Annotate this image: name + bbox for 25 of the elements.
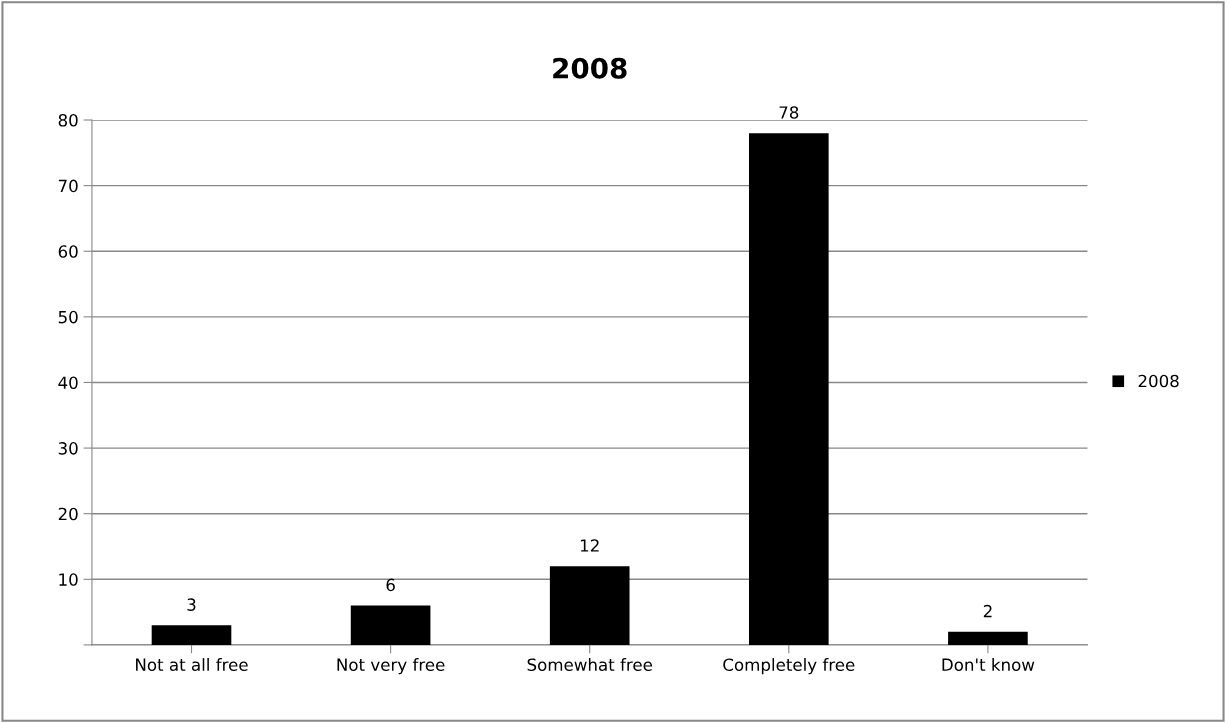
- data-label: 78: [779, 106, 799, 119]
- x-tick-label: Completely free: [723, 658, 855, 675]
- bar: [350, 605, 431, 645]
- bar: [151, 625, 232, 645]
- y-tick-label: 70: [58, 179, 78, 193]
- x-tick-label: Don't know: [942, 658, 1035, 672]
- data-label: 3: [187, 598, 196, 611]
- y-tick-label: 50: [58, 310, 78, 324]
- data-label: 12: [580, 539, 599, 552]
- y-tick-label: 10: [59, 573, 78, 586]
- y-tick-label: 20: [58, 507, 78, 521]
- x-tick-label: Not very free: [337, 658, 445, 675]
- y-tick-label: 60: [58, 245, 78, 258]
- y-tick-label: 40: [58, 376, 78, 390]
- bar: [549, 566, 630, 645]
- x-tick-label: Not at all free: [136, 658, 248, 672]
- data-label: 2: [983, 604, 992, 618]
- legend-label: 2008: [1138, 374, 1179, 388]
- data-label: 6: [386, 578, 395, 592]
- bar: [748, 133, 829, 645]
- y-tick-label: 30: [58, 442, 78, 455]
- chart-title: 2008: [553, 57, 627, 79]
- bar: [948, 631, 1028, 645]
- y-tick-label: 80: [58, 113, 78, 127]
- x-tick-label: Somewhat free: [527, 658, 652, 672]
